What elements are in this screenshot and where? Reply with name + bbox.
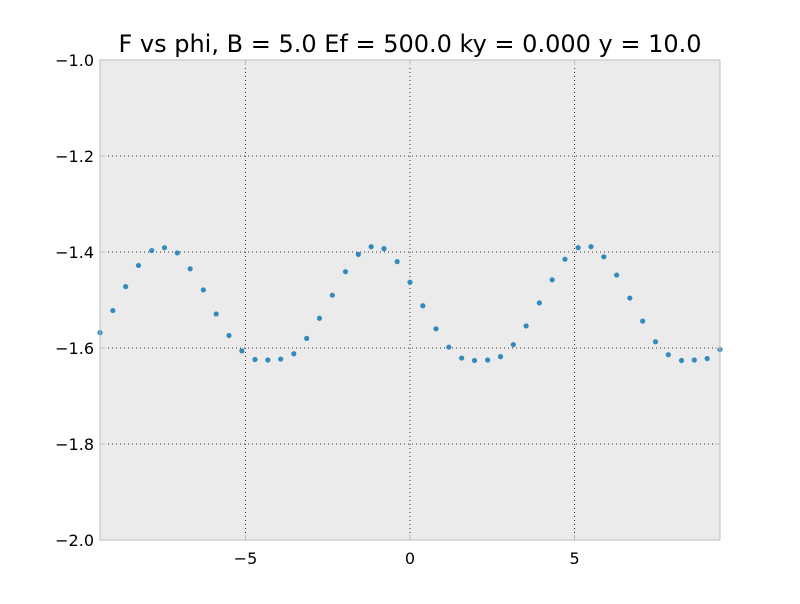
data-point — [174, 250, 180, 256]
y-tick-label: −1.6 — [55, 339, 94, 358]
data-point — [433, 326, 439, 332]
data-point — [471, 357, 478, 364]
data-point — [510, 342, 516, 348]
axis-ticks: −5 0 5 −1.0 −1.2 −1.4 −1.6 −1.8 −2.0 — [55, 51, 720, 568]
data-point — [536, 300, 542, 306]
data-point — [407, 279, 413, 285]
data-point — [627, 295, 633, 301]
data-point — [252, 356, 258, 363]
data-point — [110, 307, 116, 314]
data-point — [161, 245, 168, 251]
data-point — [239, 348, 245, 354]
data-point — [601, 254, 607, 260]
x-tick-label: 5 — [569, 549, 579, 568]
data-point — [459, 355, 465, 361]
y-tick-label: −1.8 — [55, 435, 94, 454]
data-point — [123, 283, 129, 290]
data-point — [355, 251, 361, 257]
data-point — [678, 357, 685, 364]
data-point — [316, 315, 323, 321]
data-point — [278, 356, 284, 362]
data-point — [149, 247, 155, 254]
data-point — [200, 287, 206, 293]
data-point — [691, 357, 697, 363]
x-tick-label: −5 — [234, 549, 258, 568]
data-point — [420, 303, 426, 309]
data-points — [97, 244, 723, 364]
data-point — [562, 256, 568, 262]
data-point — [304, 335, 310, 341]
y-tick-label: −1.0 — [55, 51, 94, 70]
x-tick-label: 0 — [405, 549, 415, 568]
data-point — [485, 357, 491, 363]
data-point — [342, 269, 349, 275]
data-point — [381, 246, 387, 252]
data-point — [213, 311, 219, 317]
data-point — [135, 262, 142, 269]
data-point — [368, 244, 374, 250]
data-point — [187, 266, 193, 272]
data-point — [265, 357, 271, 363]
data-point — [226, 332, 232, 339]
data-point — [446, 344, 452, 350]
data-point — [704, 355, 710, 362]
data-point — [329, 292, 335, 298]
data-point — [291, 351, 297, 357]
data-point — [652, 339, 659, 345]
y-tick-label: −2.0 — [55, 531, 94, 550]
data-point — [588, 244, 594, 250]
data-point — [523, 323, 529, 329]
data-point — [640, 318, 646, 324]
y-tick-label: −1.2 — [55, 147, 94, 166]
y-tick-label: −1.4 — [55, 243, 94, 262]
data-point — [614, 272, 620, 278]
data-point — [549, 277, 555, 283]
data-point — [394, 259, 400, 265]
data-point — [665, 352, 671, 358]
data-point — [575, 245, 581, 251]
chart-title: F vs phi, B = 5.0 Ef = 500.0 ky = 0.000 … — [118, 30, 701, 58]
data-point — [497, 354, 504, 360]
